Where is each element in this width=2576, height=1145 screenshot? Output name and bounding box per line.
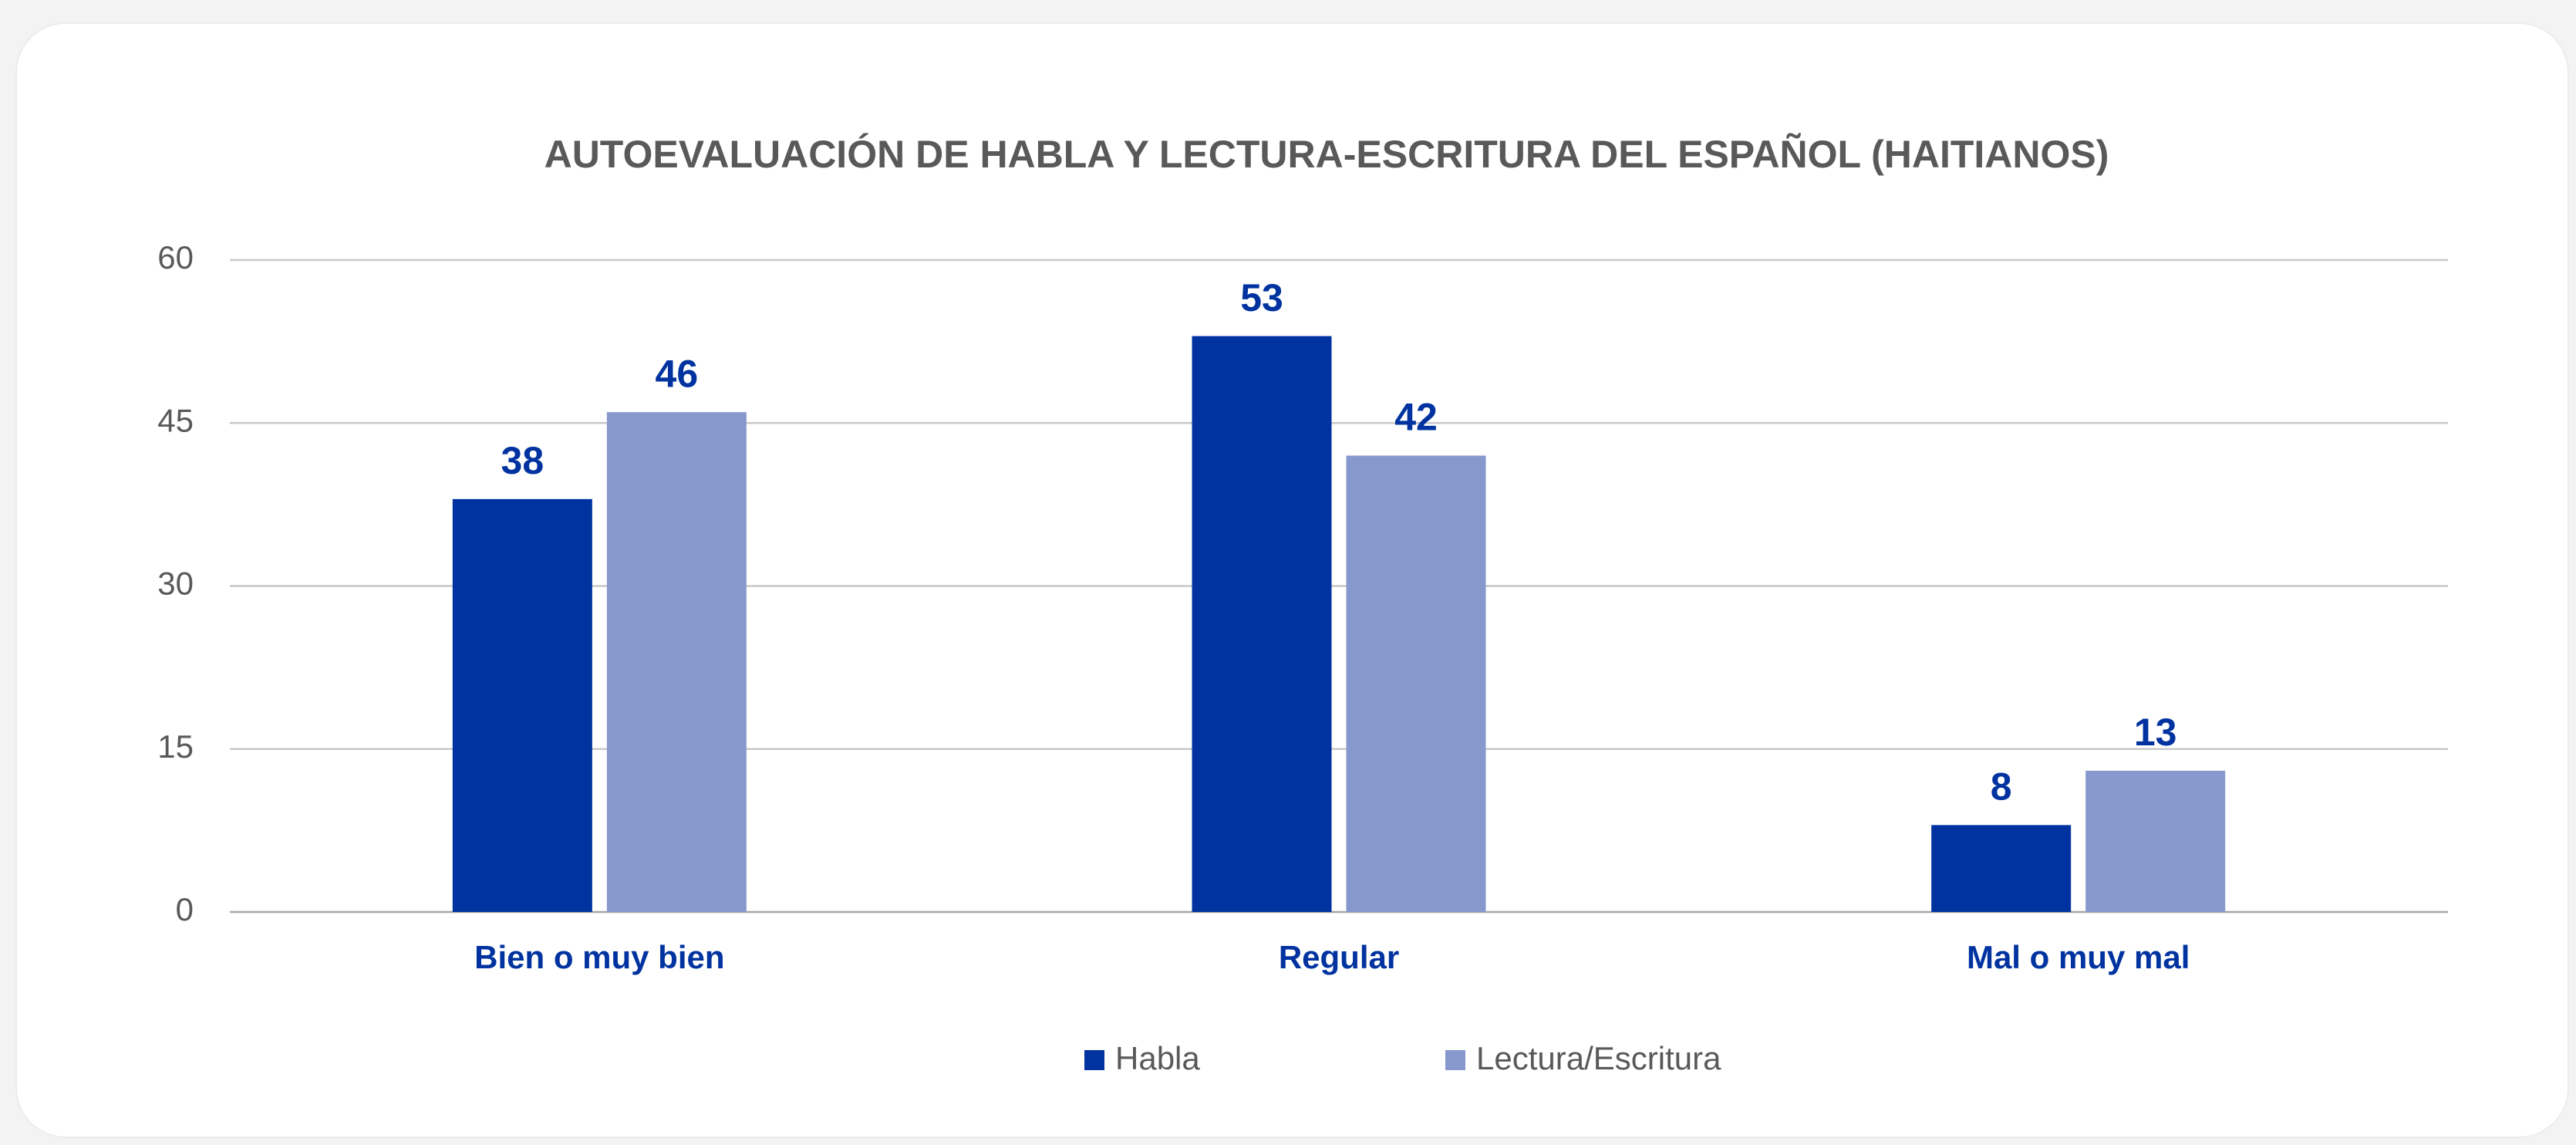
legend-swatch xyxy=(1084,1050,1104,1070)
y-tick-label: 45 xyxy=(157,402,194,438)
x-tick-label: Regular xyxy=(1279,939,1399,975)
y-tick-label: 15 xyxy=(157,728,194,765)
bar xyxy=(1931,825,2072,912)
y-tick-label: 60 xyxy=(157,239,194,275)
bar xyxy=(452,498,592,912)
y-tick-label: 30 xyxy=(157,566,194,602)
bar xyxy=(606,412,747,912)
bar xyxy=(1346,455,1486,912)
data-label: 46 xyxy=(656,352,699,395)
data-label: 38 xyxy=(501,439,545,482)
x-tick-label: Bien o muy bien xyxy=(474,939,724,975)
data-label: 13 xyxy=(2134,711,2177,754)
y-tick-label: 0 xyxy=(176,891,194,927)
data-label: 8 xyxy=(1991,765,2012,809)
data-label: 42 xyxy=(1394,396,1438,439)
data-label: 53 xyxy=(1240,276,1283,319)
bar xyxy=(2085,770,2226,912)
legend-label: Lectura/Escritura xyxy=(1476,1040,1721,1076)
x-tick-label: Mal o muy mal xyxy=(1967,939,2190,975)
chart-title: AUTOEVALUACIÓN DE HABLA Y LECTURA-ESCRIT… xyxy=(545,133,2109,176)
legend-label: Habla xyxy=(1115,1040,1200,1076)
bar xyxy=(1192,336,1332,912)
legend-swatch xyxy=(1445,1050,1465,1070)
